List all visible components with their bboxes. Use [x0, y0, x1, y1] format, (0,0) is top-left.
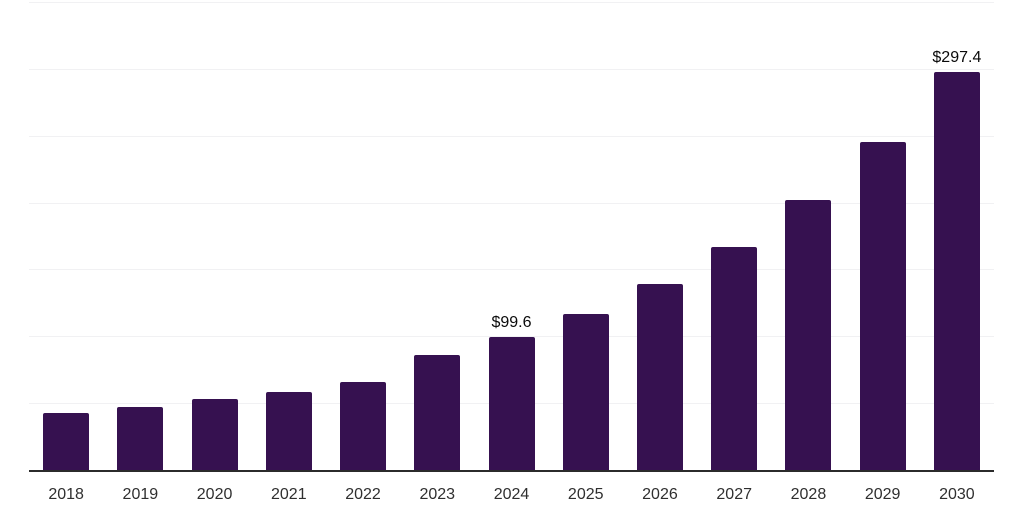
- gridline-350: [29, 2, 994, 3]
- plot-area: $99.6 $297.4: [29, 2, 994, 472]
- bar-2023: [414, 355, 461, 470]
- bar-2025: [562, 313, 609, 470]
- bar-2018: [43, 412, 90, 470]
- bar-2030: [933, 72, 980, 470]
- bar-2020: [191, 399, 238, 470]
- x-tick-label-2018: 2018: [48, 486, 84, 503]
- bar-2028: [785, 199, 832, 470]
- bar-2022: [340, 382, 387, 470]
- x-tick-label-2021: 2021: [271, 486, 307, 503]
- bar-2029: [859, 142, 906, 470]
- gridline-300: [29, 68, 994, 70]
- data-label-2024: $99.6: [491, 313, 532, 331]
- bar-2021: [265, 391, 312, 470]
- gridline-200: [29, 202, 994, 204]
- x-tick-label-2029: 2029: [864, 486, 901, 503]
- x-tick-label-2025: 2025: [567, 486, 604, 503]
- bar-2024: [488, 336, 535, 470]
- data-label-2030: $297.4: [932, 49, 982, 67]
- gridline-250: [29, 135, 994, 137]
- x-axis-labels: 2018 2019 2020 2021 2022 2023 2024 2025 2026 2027…: [29, 484, 994, 506]
- bar-2027: [711, 246, 758, 470]
- gridline-100: [29, 336, 994, 338]
- x-tick-label-2026: 2026: [642, 486, 678, 503]
- gridline-150: [29, 269, 994, 271]
- x-tick-label-2020: 2020: [196, 486, 233, 503]
- x-tick-label-2027: 2027: [716, 486, 752, 503]
- x-tick-label-2028: 2028: [790, 486, 827, 503]
- x-tick-label-2022: 2022: [345, 486, 381, 503]
- x-axis-line: [29, 470, 994, 472]
- bar-2019: [117, 407, 164, 470]
- x-tick-label-2019: 2019: [122, 486, 159, 503]
- bar-2026: [636, 284, 683, 470]
- x-tick-label-2024: 2024: [493, 486, 530, 503]
- x-tick-label-2023: 2023: [419, 486, 456, 503]
- x-tick-label-2030: 2030: [939, 486, 975, 503]
